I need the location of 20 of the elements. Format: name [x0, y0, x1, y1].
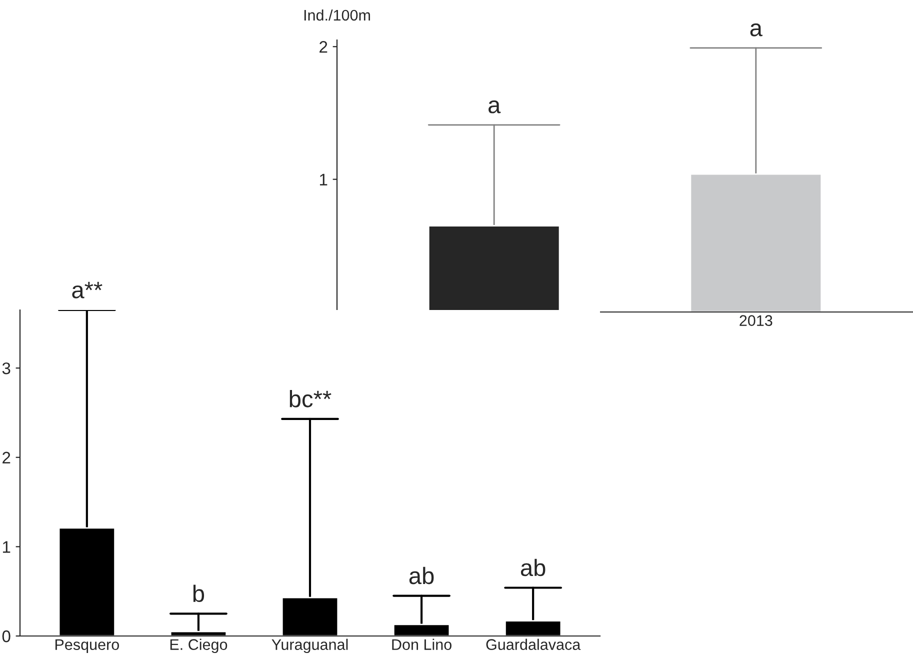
- x-tick-label: E. Ciego: [170, 638, 228, 654]
- annotation: b: [193, 584, 204, 602]
- y-tick-label: 2: [320, 41, 328, 53]
- y-tick-label: 1: [2, 541, 10, 553]
- annotation: bc**: [290, 390, 332, 408]
- x-tick-label: Yuraguanal: [272, 638, 348, 654]
- x-tick-label: Guardalavaca: [486, 638, 581, 650]
- y-tick-label: 0: [2, 630, 10, 642]
- annotation: a: [750, 23, 762, 36]
- x-tick-label: Pesquero: [55, 639, 119, 654]
- annotation: a: [488, 100, 501, 114]
- y-tick-label: 1: [320, 174, 328, 186]
- annotation: ab: [409, 566, 434, 584]
- x-tick-label: 2013: [740, 315, 772, 326]
- y-tick-label: 2: [2, 452, 10, 464]
- y-tick-label: 3: [2, 362, 10, 374]
- annotation: ab: [520, 558, 546, 576]
- x-tick-label: Don Lino: [392, 638, 452, 650]
- y-axis-title: Ind./100m: [304, 9, 370, 21]
- annotation: a**: [72, 282, 102, 298]
